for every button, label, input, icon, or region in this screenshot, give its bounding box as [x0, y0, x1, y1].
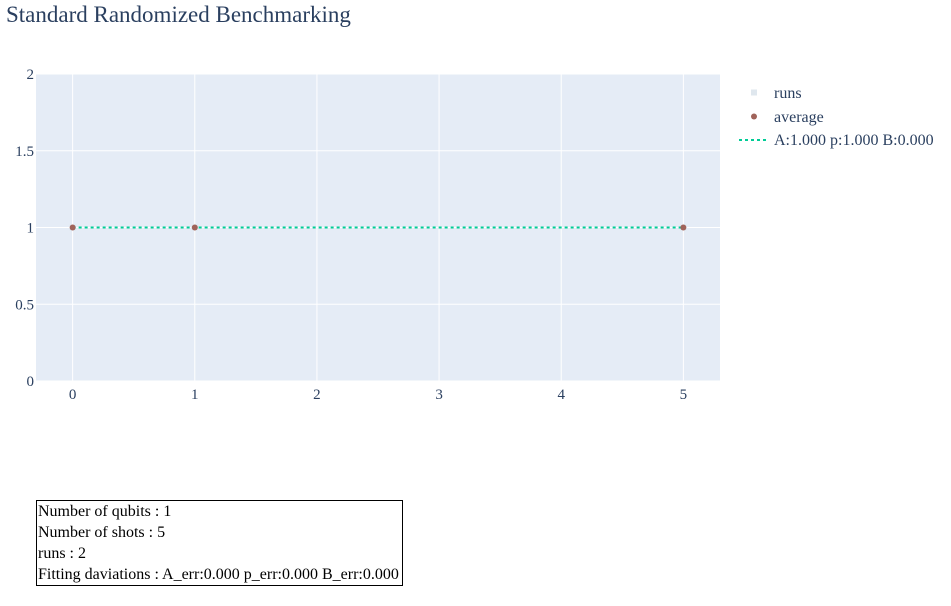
- y-tick-label: 0: [27, 374, 35, 390]
- x-tick-label: 3: [435, 387, 443, 403]
- info-qubits: Number of qubits : 1: [38, 503, 172, 520]
- info-box: Number of qubits : 1 Number of shots : 5…: [36, 500, 403, 586]
- average-point: [191, 224, 198, 231]
- average-point: [69, 224, 76, 231]
- info-runs: runs : 2: [38, 545, 86, 562]
- legend-label-average: average: [774, 108, 824, 126]
- x-tick-label: 2: [313, 387, 321, 403]
- average-marker-icon: [751, 113, 757, 119]
- info-shots: Number of shots : 5: [38, 524, 166, 541]
- x-tick-label: 0: [69, 387, 77, 403]
- info-fitting-deviations: Fitting daviations : A_err:0.000 p_err:0…: [38, 566, 399, 583]
- x-tick-label: 5: [680, 387, 688, 403]
- legend-item-average[interactable]: average: [738, 106, 934, 130]
- y-tick-label: 1.5: [15, 144, 34, 160]
- runs-marker-icon: [751, 89, 757, 96]
- legend-label-fit: A:1.000 p:1.000 B:0.000: [774, 132, 934, 149]
- y-tick-label: 2: [27, 67, 35, 83]
- y-tick-label: 1: [27, 221, 35, 237]
- y-tick-label: 0.5: [15, 297, 34, 313]
- legend: runs average A:1.000 p:1.000 B:0.000: [738, 82, 934, 153]
- average-point: [680, 224, 687, 231]
- fit-line-icon: [739, 139, 767, 141]
- chart-title: Standard Randomized Benchmarking: [6, 2, 351, 27]
- legend-label-runs: runs: [774, 85, 802, 102]
- x-tick-label: 4: [557, 387, 565, 403]
- x-tick-label: 1: [191, 387, 199, 403]
- legend-item-fit[interactable]: A:1.000 p:1.000 B:0.000: [738, 129, 934, 153]
- legend-item-runs[interactable]: runs: [738, 82, 934, 106]
